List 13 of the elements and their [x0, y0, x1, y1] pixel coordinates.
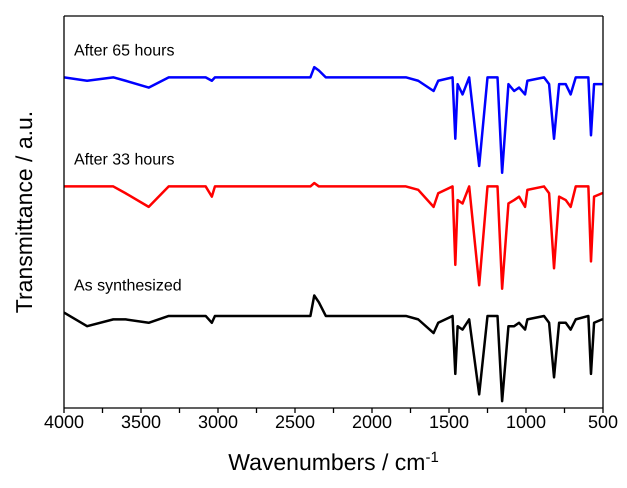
series-label: After 33 hours [74, 151, 174, 168]
x-tick-label: 2500 [274, 412, 316, 432]
series-label: As synthesized [74, 278, 182, 295]
x-tick-label: 1000 [506, 412, 546, 432]
x-tick-label: 2000 [352, 412, 392, 432]
x-tick-label: 4000 [44, 412, 84, 432]
x-tick-label: 1500 [428, 412, 470, 432]
series-label: After 65 hours [74, 42, 174, 60]
x-tick-label: 500 [588, 412, 618, 432]
x-tick-label: 3000 [198, 412, 238, 432]
x-tick-label: 3500 [120, 412, 162, 432]
y-axis-title: Transmittance / a.u. [11, 110, 37, 314]
x-axis-title: Wavenumbers / cm$^{-1}$ [228, 448, 439, 475]
